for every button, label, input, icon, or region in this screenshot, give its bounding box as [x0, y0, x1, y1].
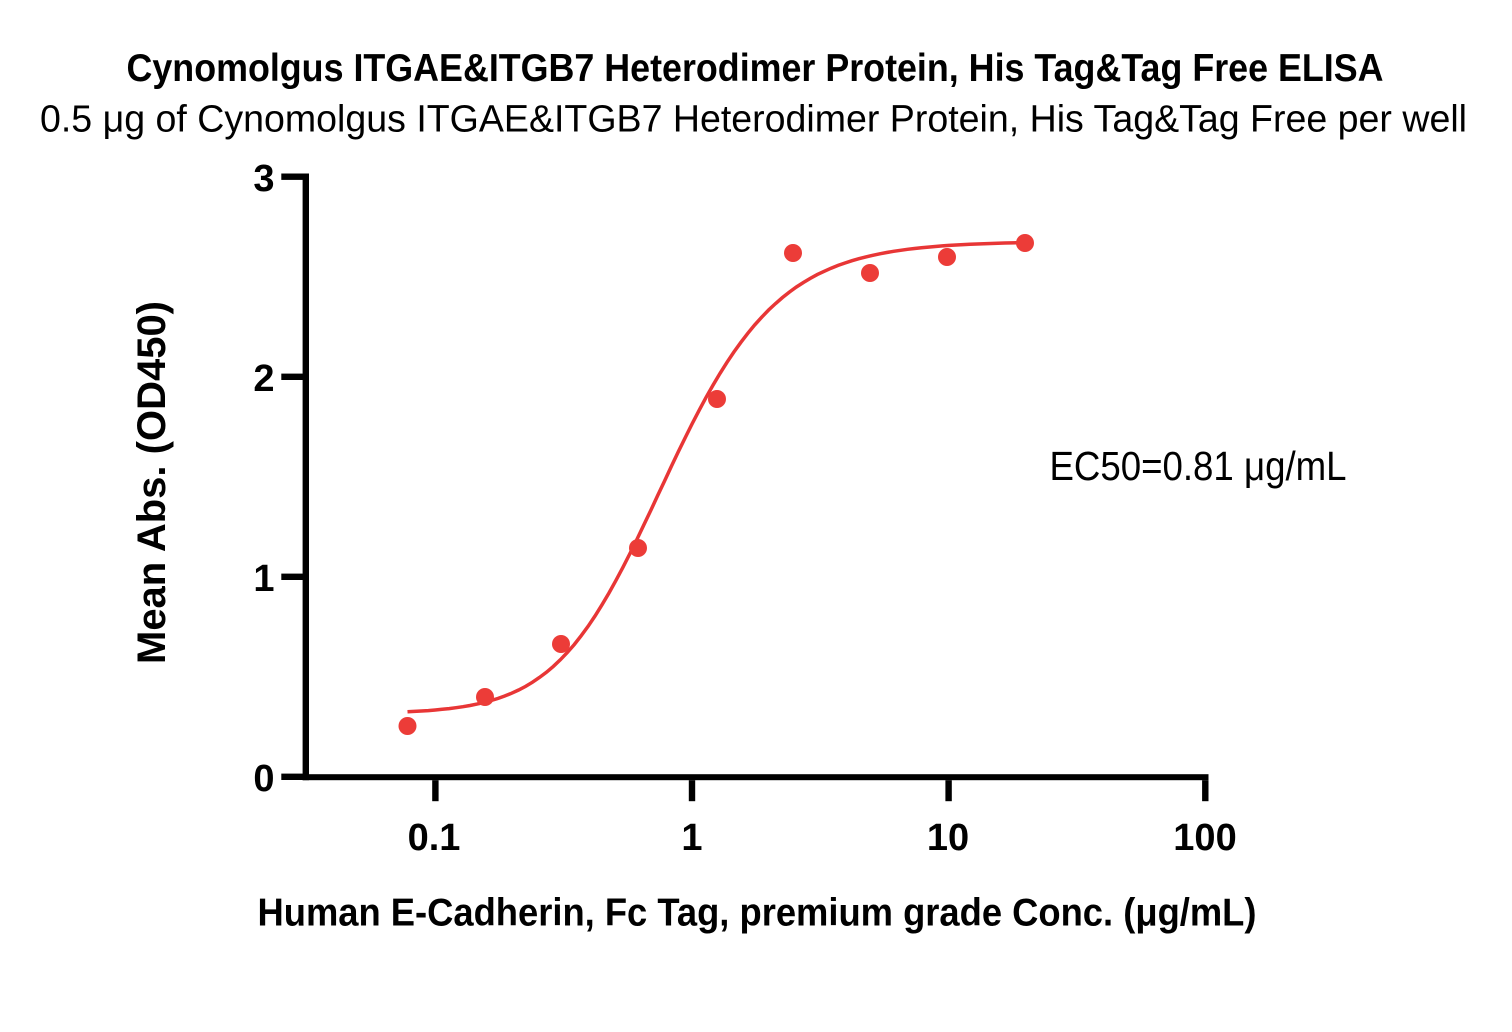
svg-text:2: 2	[253, 358, 274, 400]
svg-text:100: 100	[1173, 817, 1236, 859]
svg-text:Human E-Cadherin, Fc Tag, prem: Human E-Cadherin, Fc Tag, premium grade …	[258, 892, 1257, 935]
svg-text:0.5 μg of Cynomolgus ITGAE&ITG: 0.5 μg of Cynomolgus ITGAE&ITGB7 Heterod…	[40, 99, 1467, 141]
svg-text:EC50=0.81 μg/mL: EC50=0.81 μg/mL	[1050, 443, 1347, 489]
svg-text:10: 10	[927, 817, 969, 859]
svg-text:Cynomolgus ITGAE&ITGB7 Heterod: Cynomolgus ITGAE&ITGB7 Heterodimer Prote…	[127, 47, 1384, 90]
svg-text:0: 0	[253, 758, 274, 800]
svg-text:0.1: 0.1	[408, 817, 461, 859]
svg-text:1: 1	[253, 558, 274, 600]
svg-text:3: 3	[253, 158, 274, 200]
svg-text:1: 1	[681, 817, 702, 859]
svg-text:Mean Abs. (OD450): Mean Abs. (OD450)	[130, 301, 174, 664]
